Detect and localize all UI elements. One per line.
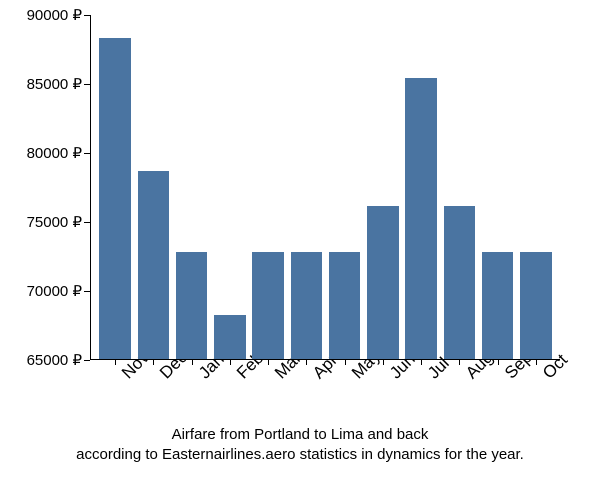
bar	[520, 252, 551, 359]
x-tick-mark	[459, 359, 460, 365]
bar	[482, 252, 513, 359]
airfare-bar-chart: 65000 ₽ 70000 ₽ 75000 ₽ 80000 ₽ 85000 ₽ 90000…	[0, 0, 600, 500]
x-tick-mark	[345, 359, 346, 365]
bar	[214, 315, 245, 359]
bar	[291, 252, 322, 359]
bar-slot: Aug	[440, 15, 478, 359]
bar-slot: Dec	[134, 15, 172, 359]
bar	[329, 252, 360, 359]
x-tick-mark	[268, 359, 269, 365]
y-tick-label: 70000 ₽	[0, 282, 82, 300]
y-tick-label: 65000 ₽	[0, 351, 82, 369]
caption-line-2: according to Easternairlines.aero statis…	[76, 446, 524, 463]
bar	[176, 252, 207, 359]
bar	[138, 171, 169, 360]
caption-line-1: Airfare from Portland to Lima and back	[172, 426, 429, 443]
bar-slot: Jun	[364, 15, 402, 359]
x-tick-mark	[498, 359, 499, 365]
bar	[444, 206, 475, 359]
x-tick-mark	[115, 359, 116, 365]
x-tick-mark	[536, 359, 537, 365]
bar	[405, 78, 436, 359]
bar	[367, 206, 398, 359]
bar-slot: Apr	[287, 15, 325, 359]
bar-slot: Jan	[173, 15, 211, 359]
bars-container: NovDecJanFebMarAprMayJunJulAugSepOct	[91, 15, 560, 359]
bar	[252, 252, 283, 359]
y-tick-label: 85000 ₽	[0, 75, 82, 93]
chart-caption: Airfare from Portland to Lima and back a…	[0, 425, 600, 466]
bar-slot: Nov	[96, 15, 134, 359]
bar-slot: Mar	[249, 15, 287, 359]
y-tick-label: 90000 ₽	[0, 6, 82, 24]
x-tick-mark	[230, 359, 231, 365]
y-tick-label: 75000 ₽	[0, 213, 82, 231]
x-tick-mark	[153, 359, 154, 365]
x-tick-mark	[306, 359, 307, 365]
y-tick-mark	[84, 360, 90, 361]
x-tick-mark	[383, 359, 384, 365]
bar	[99, 38, 130, 359]
y-tick-label: 80000 ₽	[0, 144, 82, 162]
bar-slot: Oct	[517, 15, 555, 359]
bar-slot: May	[326, 15, 364, 359]
bar-slot: Jul	[402, 15, 440, 359]
x-tick-mark	[421, 359, 422, 365]
bar-slot: Sep	[479, 15, 517, 359]
x-tick-mark	[192, 359, 193, 365]
plot-area: NovDecJanFebMarAprMayJunJulAugSepOct	[90, 15, 560, 360]
bar-slot: Feb	[211, 15, 249, 359]
